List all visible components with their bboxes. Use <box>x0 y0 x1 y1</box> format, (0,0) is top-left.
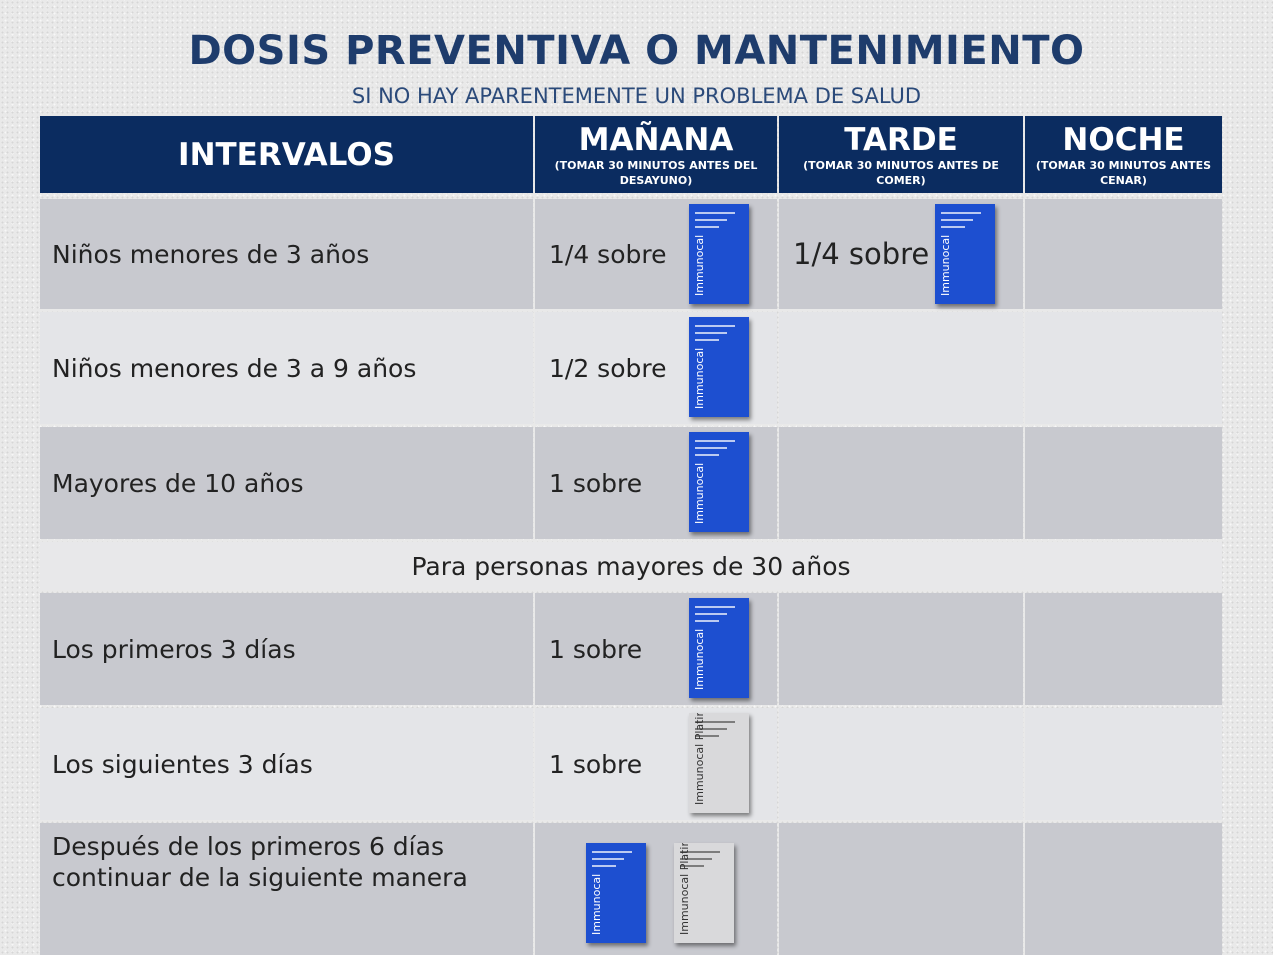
packet-label: Immunocal Platinum <box>693 713 706 805</box>
cell: 1 sobre Immunocal Platinum <box>535 708 777 820</box>
packet: Immunocal <box>689 432 749 532</box>
packet-line <box>680 865 704 867</box>
header-title: TARDE <box>844 121 958 158</box>
cell <box>1025 199 1222 309</box>
packet-line <box>695 735 719 737</box>
dose: 1 sobre <box>549 634 643 664</box>
header-title: INTERVALOS <box>178 136 395 173</box>
packet: Immunocal <box>689 204 749 304</box>
row-label: Los siguientes 3 días <box>40 708 533 820</box>
cell <box>1025 427 1222 539</box>
header-note: (TOMAR 30 MINUTOS ANTES CENAR) <box>1035 158 1212 187</box>
packet-label: Immunocal <box>693 462 706 524</box>
packet: Immunocal <box>586 843 646 943</box>
cell <box>779 823 1023 955</box>
packet-line <box>695 721 735 723</box>
header-note: (TOMAR 30 MINUTOS ANTES DEL DESAYUNO) <box>554 158 758 187</box>
cell <box>1025 312 1222 424</box>
cell: 1/4 sobre Immunocal <box>535 199 777 309</box>
packet-line <box>695 606 735 608</box>
row-label-line: Después de los primeros 6 días <box>52 832 444 861</box>
packet-line <box>695 447 727 449</box>
row-label: Mayores de 10 años <box>40 427 533 539</box>
dose: 1 sobre <box>549 468 643 498</box>
cell <box>779 708 1023 820</box>
header-note: (TOMAR 30 MINUTOS ANTES DE COMER) <box>803 158 999 187</box>
dose: 1 sobre <box>549 749 643 779</box>
packet-line <box>695 620 719 622</box>
cell: 1/4 sobre Immunocal <box>779 199 1023 309</box>
cell <box>1025 823 1222 955</box>
dose: 1/4 sobre <box>549 239 667 269</box>
header-cell: NOCHE (TOMAR 30 MINUTOS ANTES CENAR) <box>1025 116 1222 193</box>
packet-line <box>695 454 719 456</box>
cell <box>779 593 1023 705</box>
packet-line <box>695 325 735 327</box>
packet: Immunocal Platinum <box>674 843 734 943</box>
packet-line <box>592 865 616 867</box>
packet: Immunocal <box>689 317 749 417</box>
header-title: MAÑANA <box>578 121 734 158</box>
packet-label: Immunocal <box>693 347 706 409</box>
row-label: Después de los primeros 6 días continuar … <box>40 823 533 955</box>
packet-line <box>941 219 973 221</box>
subtitle: SI NO HAY APARENTEMENTE UN PROBLEMA DE S… <box>351 84 922 108</box>
packet-line <box>695 212 735 214</box>
packet-line <box>592 858 624 860</box>
packet-label: Immunocal <box>590 873 603 935</box>
cell: 1/2 sobre Immunocal <box>535 312 777 424</box>
cell <box>1025 593 1222 705</box>
packet: Immunocal <box>935 204 995 304</box>
header-title: NOCHE <box>1062 121 1185 158</box>
header-cell: MAÑANA (TOMAR 30 MINUTOS ANTES DEL DESAYU… <box>535 116 777 193</box>
packet-label: Immunocal <box>939 234 952 296</box>
cell <box>779 312 1023 424</box>
packet-line <box>941 212 981 214</box>
packet-line <box>695 440 735 442</box>
cell <box>1025 708 1222 820</box>
packet-label: Immunocal <box>693 628 706 690</box>
header-cell: TARDE (TOMAR 30 MINUTOS ANTES DE COMER) <box>779 116 1023 193</box>
row-label-line: continuar de la siguiente manera <box>52 863 468 892</box>
header-cell: INTERVALOS <box>40 116 533 193</box>
packet-line <box>695 332 727 334</box>
cell <box>779 427 1023 539</box>
row-label: Niños menores de 3 años <box>40 199 533 309</box>
packet-line <box>695 219 727 221</box>
packet: Immunocal <box>689 598 749 698</box>
section-row: Para personas mayores de 30 años <box>40 542 1222 590</box>
row-label: Los primeros 3 días <box>40 593 533 705</box>
packet-line <box>695 226 719 228</box>
packet-line <box>695 728 727 730</box>
cell: 1 sobre Immunocal <box>535 593 777 705</box>
packet-line <box>695 613 727 615</box>
packet-line <box>680 851 720 853</box>
title: DOSIS PREVENTIVA O MANTENIMIENTO <box>188 28 1085 74</box>
packet-line <box>592 851 632 853</box>
packet-line <box>941 226 965 228</box>
row-label: Niños menores de 3 a 9 años <box>40 312 533 424</box>
packet-line <box>695 339 719 341</box>
cell: Immunocal Immunocal Platinum <box>535 823 777 955</box>
packet-line <box>680 858 712 860</box>
packet-label: Immunocal <box>693 234 706 296</box>
dose: 1/2 sobre <box>549 353 667 383</box>
packet-label: Immunocal Platinum <box>678 843 691 935</box>
dose: 1/4 sobre <box>793 237 930 271</box>
packet: Immunocal Platinum <box>689 713 749 813</box>
cell: 1 sobre Immunocal <box>535 427 777 539</box>
